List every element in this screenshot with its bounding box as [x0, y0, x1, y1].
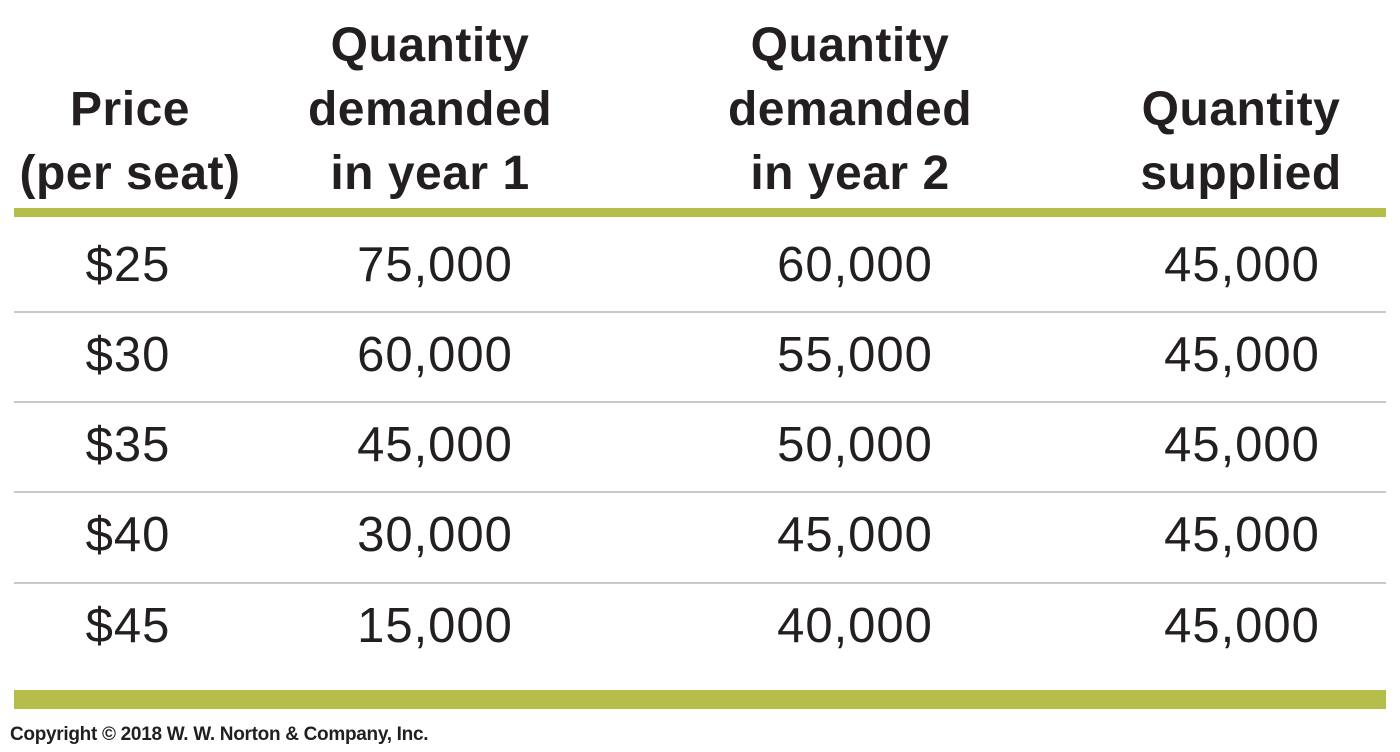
cell-supplied-row-3: 45,000 — [1164, 418, 1320, 472]
footer-rule — [14, 690, 1386, 709]
header-d2-line-1: Quantity — [750, 19, 950, 72]
cell-demand-year-1-row-2: 60,000 — [357, 328, 513, 382]
cell-demand-year-1-row-1: 75,000 — [357, 238, 513, 292]
header-d1-line-1: Quantity — [330, 19, 530, 72]
cell-price-row-4: $40 — [85, 508, 171, 562]
row-divider — [14, 311, 1386, 313]
cell-supplied-row-2: 45,000 — [1164, 328, 1320, 382]
copyright-text: Copyright © 2018 W. W. Norton & Company,… — [10, 724, 429, 745]
cell-demand-year-1-row-5: 15,000 — [357, 599, 513, 653]
cell-price-row-5: $45 — [85, 599, 171, 653]
header-d2-line-3: in year 2 — [750, 147, 950, 200]
header-d2-line-2: demanded — [727, 83, 973, 136]
cell-demand-year-2-row-1: 60,000 — [777, 238, 933, 292]
cell-price-row-1: $25 — [85, 238, 171, 292]
header-rule — [14, 208, 1386, 217]
cell-supplied-row-1: 45,000 — [1164, 238, 1320, 292]
row-divider — [14, 582, 1386, 584]
header-quantity-supplied: Quantity supplied — [1110, 12, 1372, 206]
cell-demand-year-2-row-3: 50,000 — [777, 418, 933, 472]
cell-supplied-row-4: 45,000 — [1164, 508, 1320, 562]
header-sup-line-2: supplied — [1140, 147, 1342, 200]
cell-demand-year-1-row-4: 30,000 — [357, 508, 513, 562]
cell-supplied-row-5: 45,000 — [1164, 599, 1320, 653]
header-price: Price (per seat) — [4, 12, 256, 206]
row-divider — [14, 491, 1386, 493]
cell-demand-year-1-row-3: 45,000 — [357, 418, 513, 472]
header-sup-line-1: Quantity — [1141, 83, 1341, 136]
cell-demand-year-2-row-5: 40,000 — [777, 599, 933, 653]
cell-price-row-3: $35 — [85, 418, 171, 472]
header-d1-line-2: demanded — [307, 83, 553, 136]
header-price-line-2: (per seat) — [19, 147, 241, 200]
cell-demand-year-2-row-4: 45,000 — [777, 508, 933, 562]
header-price-line-1: Price — [70, 83, 190, 136]
header-quantity-demanded-year-1: Quantity demanded in year 1 — [292, 12, 568, 206]
cell-demand-year-2-row-2: 55,000 — [777, 328, 933, 382]
cell-price-row-2: $30 — [85, 328, 171, 382]
row-divider — [14, 401, 1386, 403]
header-quantity-demanded-year-2: Quantity demanded in year 2 — [712, 12, 988, 206]
header-d1-line-3: in year 1 — [330, 147, 530, 200]
